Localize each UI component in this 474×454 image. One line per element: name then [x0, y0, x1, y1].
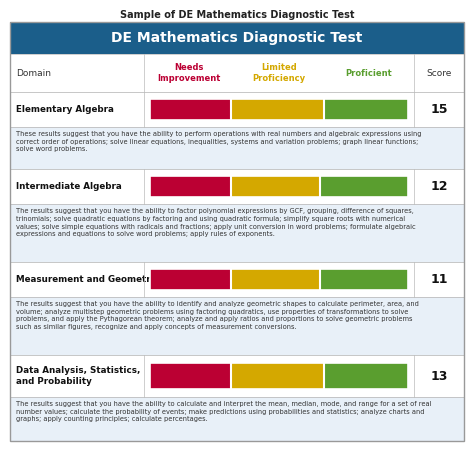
- FancyBboxPatch shape: [150, 99, 231, 120]
- FancyBboxPatch shape: [324, 363, 408, 389]
- Text: The results suggest that you have the ability to calculate and interpret the mea: The results suggest that you have the ab…: [16, 401, 431, 423]
- Text: 13: 13: [430, 370, 448, 383]
- Text: 12: 12: [430, 180, 448, 193]
- FancyBboxPatch shape: [320, 176, 408, 197]
- Text: Limited
Proficiency: Limited Proficiency: [253, 63, 306, 83]
- FancyBboxPatch shape: [231, 269, 320, 290]
- Text: These results suggest that you have the ability to perform operations with real : These results suggest that you have the …: [16, 131, 421, 153]
- FancyBboxPatch shape: [150, 176, 231, 197]
- Text: The results suggest that you have the ability to factor polynomial expressions b: The results suggest that you have the ab…: [16, 208, 416, 237]
- FancyBboxPatch shape: [324, 99, 408, 120]
- Text: Domain: Domain: [16, 69, 51, 78]
- Text: Elementary Algebra: Elementary Algebra: [16, 105, 114, 114]
- Text: 11: 11: [430, 273, 448, 286]
- FancyBboxPatch shape: [10, 54, 464, 92]
- FancyBboxPatch shape: [10, 169, 464, 204]
- FancyBboxPatch shape: [150, 363, 231, 389]
- Text: 15: 15: [430, 103, 448, 116]
- Text: Intermediate Algebra: Intermediate Algebra: [16, 182, 122, 191]
- Text: Needs
Improvement: Needs Improvement: [157, 63, 220, 83]
- Text: Data Analysis, Statistics,
and Probability: Data Analysis, Statistics, and Probabili…: [16, 366, 140, 386]
- Text: Sample of DE Mathematics Diagnostic Test: Sample of DE Mathematics Diagnostic Test: [120, 10, 354, 20]
- Text: Proficient: Proficient: [346, 69, 392, 78]
- FancyBboxPatch shape: [10, 397, 464, 441]
- FancyBboxPatch shape: [10, 92, 464, 127]
- FancyBboxPatch shape: [10, 22, 464, 54]
- FancyBboxPatch shape: [231, 363, 324, 389]
- FancyBboxPatch shape: [10, 204, 464, 262]
- FancyBboxPatch shape: [231, 176, 320, 197]
- FancyBboxPatch shape: [150, 269, 231, 290]
- Text: The results suggest that you have the ability to identify and analyze geometric : The results suggest that you have the ab…: [16, 301, 419, 330]
- Text: Measurement and Geometry: Measurement and Geometry: [16, 275, 156, 284]
- FancyBboxPatch shape: [320, 269, 408, 290]
- FancyBboxPatch shape: [10, 127, 464, 169]
- Text: DE Mathematics Diagnostic Test: DE Mathematics Diagnostic Test: [111, 31, 363, 45]
- FancyBboxPatch shape: [10, 297, 464, 355]
- FancyBboxPatch shape: [231, 99, 324, 120]
- Text: Score: Score: [426, 69, 452, 78]
- FancyBboxPatch shape: [10, 355, 464, 397]
- FancyBboxPatch shape: [10, 262, 464, 297]
